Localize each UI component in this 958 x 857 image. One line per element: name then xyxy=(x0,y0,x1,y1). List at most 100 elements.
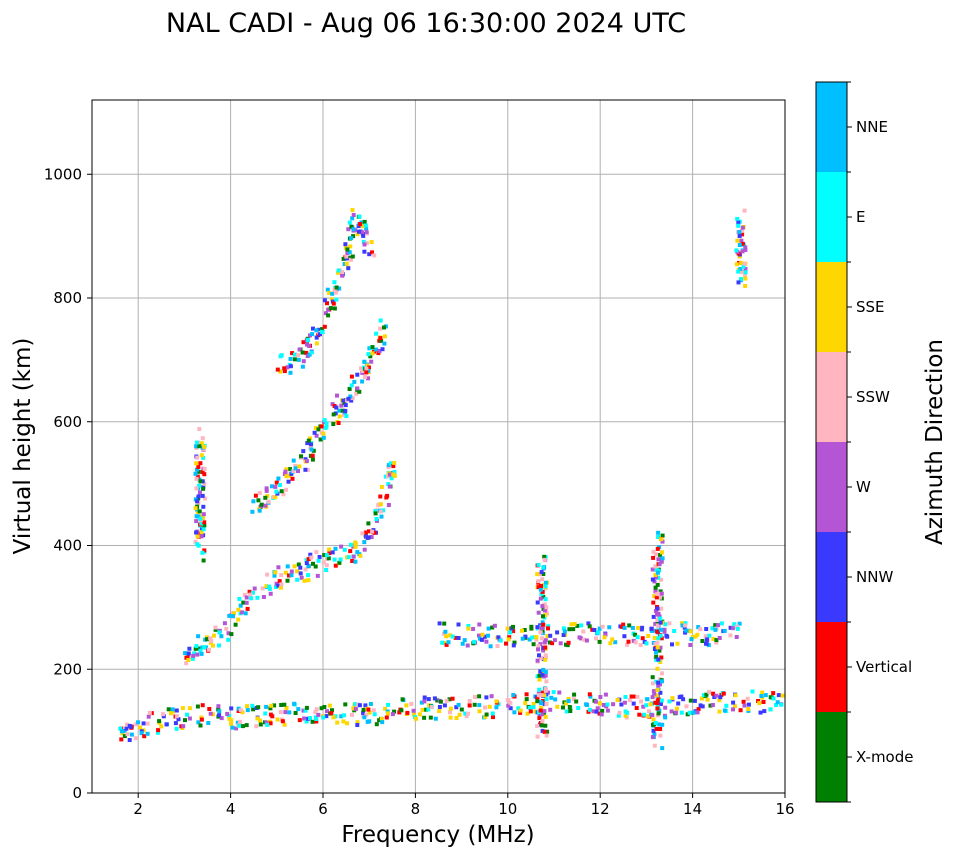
data-point xyxy=(210,712,215,717)
data-point xyxy=(547,640,552,645)
data-point xyxy=(543,638,548,643)
data-point xyxy=(722,708,727,713)
data-point xyxy=(731,700,736,705)
data-point xyxy=(411,708,416,713)
data-point xyxy=(251,499,256,504)
data-point xyxy=(171,709,175,714)
data-point xyxy=(125,732,130,737)
data-point xyxy=(196,720,201,725)
data-point xyxy=(760,690,765,695)
data-point xyxy=(742,261,747,266)
data-point xyxy=(655,606,660,611)
data-point xyxy=(639,627,644,632)
data-point xyxy=(654,654,659,659)
data-point xyxy=(374,722,379,727)
data-point xyxy=(292,701,297,706)
data-point xyxy=(336,268,341,273)
data-point xyxy=(572,692,577,697)
data-point xyxy=(623,695,628,699)
data-point xyxy=(660,679,664,684)
data-point xyxy=(195,474,200,479)
data-points xyxy=(118,208,785,751)
data-point xyxy=(229,632,234,637)
data-point xyxy=(536,644,541,648)
data-point xyxy=(734,635,739,639)
data-point xyxy=(700,704,705,709)
data-point xyxy=(200,550,205,555)
data-point xyxy=(650,577,655,582)
data-point xyxy=(544,733,549,738)
colorbar-segment-w xyxy=(816,442,847,532)
data-point xyxy=(658,633,663,638)
data-point xyxy=(331,412,336,417)
data-point xyxy=(544,605,549,610)
data-point xyxy=(494,699,499,704)
data-point xyxy=(124,722,129,727)
data-point xyxy=(758,710,763,715)
data-point xyxy=(346,555,351,560)
colorbar-segment-ssw xyxy=(816,352,847,442)
data-point xyxy=(541,622,546,627)
data-point xyxy=(658,620,663,625)
data-point xyxy=(622,625,627,630)
data-point xyxy=(368,702,373,706)
data-point xyxy=(245,708,250,713)
data-point xyxy=(277,579,282,584)
data-point xyxy=(324,563,329,568)
data-point xyxy=(581,629,586,634)
data-point xyxy=(268,721,273,726)
data-point xyxy=(539,723,544,728)
data-point xyxy=(654,727,659,731)
data-point xyxy=(371,708,376,713)
data-point xyxy=(303,567,308,572)
data-point xyxy=(594,699,598,704)
data-point xyxy=(627,698,632,703)
data-point xyxy=(771,696,776,701)
data-point xyxy=(636,625,641,630)
data-point xyxy=(561,626,566,631)
data-point xyxy=(564,642,568,647)
data-point xyxy=(311,561,315,566)
x-tick-label: 10 xyxy=(498,800,517,818)
data-point xyxy=(472,639,477,644)
data-point xyxy=(448,633,453,638)
data-point xyxy=(319,706,324,711)
data-point xyxy=(450,696,455,701)
data-point xyxy=(597,711,602,716)
data-point xyxy=(409,701,414,706)
data-point xyxy=(487,704,492,709)
data-point xyxy=(142,734,147,739)
data-point xyxy=(367,529,371,534)
data-point xyxy=(351,227,356,232)
data-point xyxy=(319,424,324,429)
data-point xyxy=(703,634,708,639)
data-point xyxy=(543,723,548,728)
data-point xyxy=(633,632,638,637)
data-point xyxy=(296,469,300,473)
data-point xyxy=(472,702,477,707)
data-point xyxy=(288,356,293,361)
data-point xyxy=(346,396,351,401)
chart-title: NAL CADI - Aug 06 16:30:00 2024 UTC xyxy=(166,8,686,39)
data-point xyxy=(557,690,562,695)
data-point xyxy=(652,594,657,599)
data-point xyxy=(259,502,264,507)
data-point xyxy=(566,699,571,703)
data-point xyxy=(535,734,540,739)
data-point xyxy=(653,621,658,626)
data-point xyxy=(389,476,394,481)
data-point xyxy=(574,699,579,704)
data-point xyxy=(477,622,482,627)
data-point xyxy=(590,627,595,632)
data-point xyxy=(202,523,207,528)
data-point xyxy=(650,695,655,700)
data-point xyxy=(330,291,335,296)
data-point xyxy=(746,707,751,711)
data-point xyxy=(623,713,628,718)
data-point xyxy=(480,632,485,637)
data-point xyxy=(650,713,655,718)
data-point xyxy=(342,713,346,718)
data-point xyxy=(543,645,548,650)
data-point xyxy=(575,623,580,628)
